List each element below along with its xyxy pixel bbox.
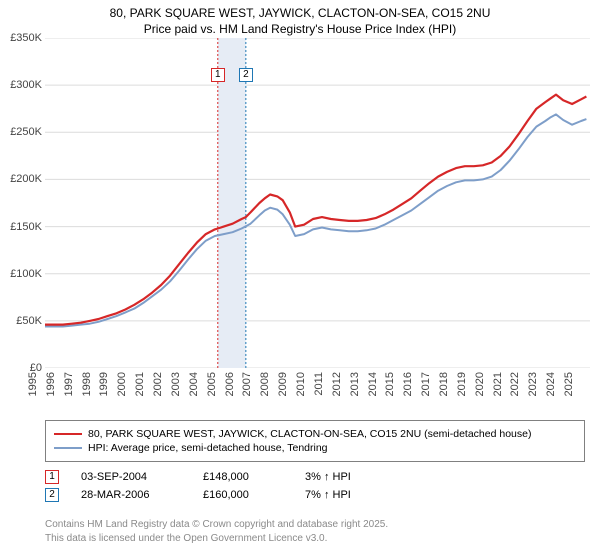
sale-row-1: 1 03-SEP-2004 £148,000 3% ↑ HPI <box>45 470 585 484</box>
sale-price-2: £160,000 <box>203 489 283 501</box>
sale-price-1: £148,000 <box>203 471 283 483</box>
sale-marker-1: 1 <box>45 470 59 484</box>
chart-sale-marker-2: 2 <box>239 68 253 82</box>
sale-delta-2: 7% ↑ HPI <box>305 489 385 501</box>
chart-area: £0£50K£100K£150K£200K£250K£300K£350K 12 … <box>0 38 600 408</box>
credits: Contains HM Land Registry data © Crown c… <box>45 518 585 545</box>
y-tick-label: £250K <box>0 126 42 138</box>
chart-title-block: 80, PARK SQUARE WEST, JAYWICK, CLACTON-O… <box>0 0 600 39</box>
sale-date-2: 28-MAR-2006 <box>81 489 181 501</box>
legend-swatch-property <box>54 433 82 435</box>
legend-label-hpi: HPI: Average price, semi-detached house,… <box>88 442 328 454</box>
legend: 80, PARK SQUARE WEST, JAYWICK, CLACTON-O… <box>45 420 585 462</box>
y-tick-label: £100K <box>0 268 42 280</box>
y-tick-label: £300K <box>0 79 42 91</box>
credits-line2: This data is licensed under the Open Gov… <box>45 532 585 546</box>
sale-delta-1: 3% ↑ HPI <box>305 471 385 483</box>
chart-sale-marker-1: 1 <box>211 68 225 82</box>
y-tick-label: £150K <box>0 221 42 233</box>
plot-area: 12 <box>45 38 590 368</box>
y-tick-label: £350K <box>0 32 42 44</box>
legend-row-hpi: HPI: Average price, semi-detached house,… <box>54 442 576 454</box>
y-tick-label: £50K <box>0 315 42 327</box>
y-tick-label: £200K <box>0 173 42 185</box>
credits-line1: Contains HM Land Registry data © Crown c… <box>45 518 585 532</box>
legend-label-property: 80, PARK SQUARE WEST, JAYWICK, CLACTON-O… <box>88 428 531 440</box>
sales-table: 1 03-SEP-2004 £148,000 3% ↑ HPI 2 28-MAR… <box>45 466 585 506</box>
chart-title-line1: 80, PARK SQUARE WEST, JAYWICK, CLACTON-O… <box>10 6 590 22</box>
legend-row-property: 80, PARK SQUARE WEST, JAYWICK, CLACTON-O… <box>54 428 576 440</box>
x-tick-label: 2025 <box>563 372 599 396</box>
sale-row-2: 2 28-MAR-2006 £160,000 7% ↑ HPI <box>45 488 585 502</box>
sale-date-1: 03-SEP-2004 <box>81 471 181 483</box>
legend-swatch-hpi <box>54 447 82 449</box>
chart-title-line2: Price paid vs. HM Land Registry's House … <box>10 22 590 38</box>
plot-svg <box>45 38 590 368</box>
sale-marker-2: 2 <box>45 488 59 502</box>
